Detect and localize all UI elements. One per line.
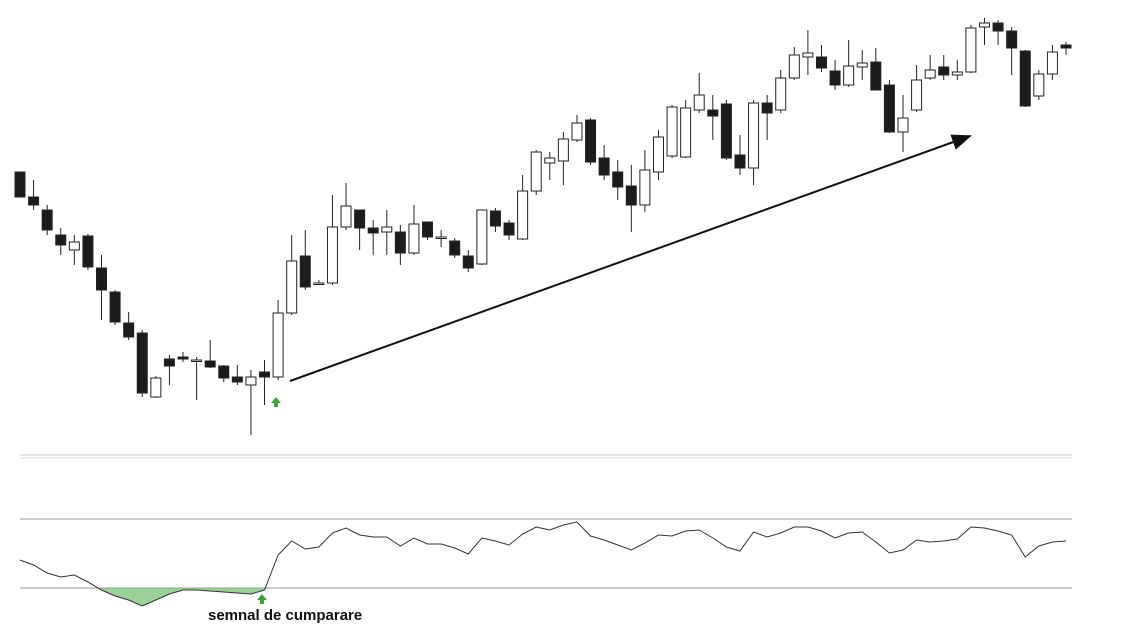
candle-body: [856, 62, 868, 68]
candle-body: [843, 65, 855, 86]
candle-body: [503, 222, 515, 236]
candle-body: [150, 377, 162, 398]
candle-body: [272, 312, 284, 378]
candle-body: [680, 107, 692, 158]
candle-body: [1060, 44, 1072, 49]
candle-body: [788, 54, 800, 79]
candle-body: [245, 376, 257, 386]
candle-body: [666, 106, 678, 157]
candle-body: [218, 365, 230, 379]
candle-body: [394, 231, 406, 254]
candle-body: [802, 52, 814, 58]
candle-body: [938, 66, 950, 76]
candle-body: [408, 223, 420, 254]
candle-body: [82, 235, 94, 268]
candle-body: [585, 119, 597, 163]
candle-body: [883, 84, 895, 133]
candle-body: [1006, 30, 1018, 49]
signal-arrow: [257, 594, 267, 604]
trend-arrow: [289, 134, 972, 382]
candle-body: [109, 291, 121, 323]
candle-body: [761, 102, 773, 114]
candle-body: [557, 138, 569, 162]
oscillator-panel: [19, 518, 1072, 607]
candle-body: [598, 157, 610, 176]
candle-body: [204, 360, 216, 368]
candle-body: [965, 27, 977, 73]
candle-body: [530, 151, 542, 192]
candle-body: [136, 332, 148, 394]
candle-body: [340, 205, 352, 228]
candle-body: [1019, 50, 1031, 107]
candle-body: [191, 359, 203, 362]
candle-body: [96, 267, 108, 291]
price-panel: [14, 18, 1072, 435]
candle-body: [449, 240, 461, 256]
candle-body: [870, 61, 882, 91]
candle-body: [924, 69, 936, 79]
candle-body: [734, 154, 746, 169]
candle-body: [422, 221, 434, 238]
candle-body: [571, 122, 583, 141]
candle-body: [720, 103, 732, 159]
negative-area: [20, 588, 1066, 606]
candle-body: [992, 22, 1004, 32]
candle-body: [299, 255, 311, 288]
candle-body: [381, 226, 393, 233]
candle-body: [775, 77, 787, 111]
candle-body: [489, 210, 501, 227]
candle-body: [177, 356, 189, 360]
candle-body: [1046, 51, 1058, 75]
candle-body: [911, 79, 923, 111]
candle-body: [978, 22, 990, 28]
candle-body: [1033, 73, 1045, 97]
candle-body: [544, 157, 556, 164]
candle-body: [829, 70, 841, 86]
candle-body: [815, 56, 827, 69]
candle-body: [163, 358, 175, 367]
candle-body: [326, 226, 338, 284]
candle-body: [625, 185, 637, 206]
candle-body: [55, 234, 67, 246]
annotation: semnal de cumparare: [208, 607, 362, 624]
candle-body: [612, 171, 624, 188]
candle-body: [462, 255, 474, 269]
candle-body: [639, 169, 651, 206]
candle-body: [313, 282, 325, 285]
candle-body: [123, 322, 135, 338]
signal-arrow: [271, 397, 281, 407]
candle-body: [286, 260, 298, 314]
candle-body: [693, 94, 705, 111]
candle-body: [748, 102, 760, 169]
candle-body: [28, 196, 40, 206]
candle-body: [951, 71, 963, 76]
oscillator-line: [19, 521, 1067, 607]
candle-body: [435, 236, 447, 239]
candle-body: [68, 241, 80, 251]
candle-body: [652, 136, 664, 173]
candle-body: [354, 209, 366, 229]
candle-body: [897, 117, 909, 133]
candle-body: [367, 227, 379, 234]
candle-body: [259, 371, 271, 378]
candle-body: [14, 171, 26, 198]
candle-body: [707, 109, 719, 117]
candle-body: [231, 376, 243, 383]
candle-body: [41, 209, 53, 231]
candle-body: [517, 190, 529, 240]
candle-body: [476, 209, 488, 265]
